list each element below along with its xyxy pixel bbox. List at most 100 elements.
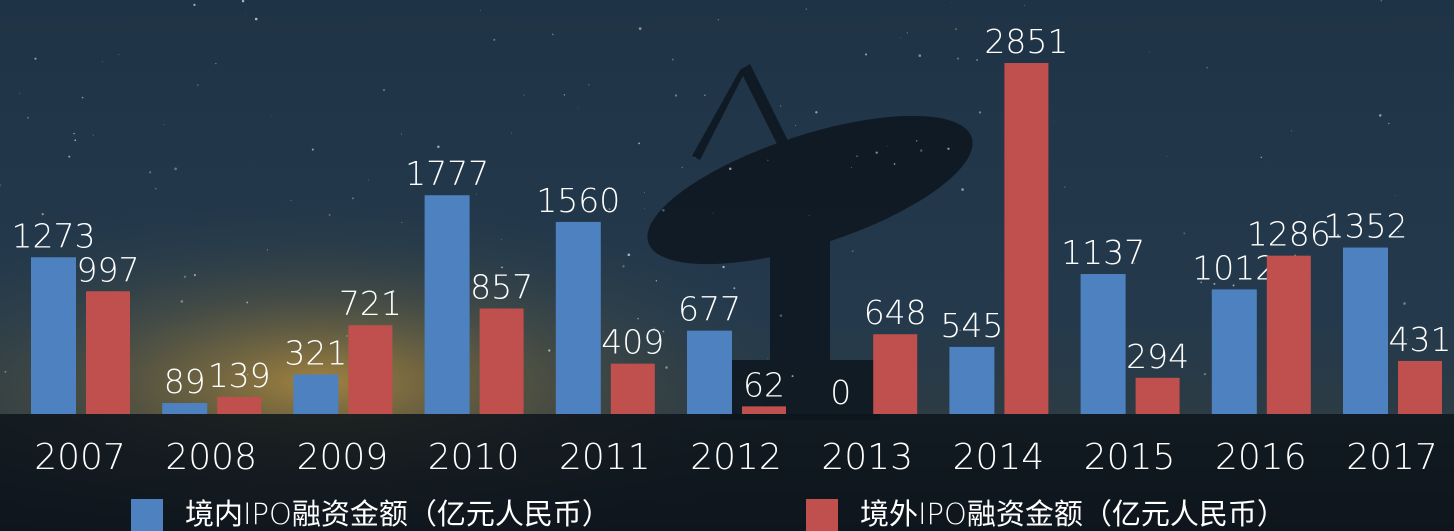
star <box>718 19 719 20</box>
star <box>947 148 949 150</box>
star <box>704 95 705 96</box>
star <box>957 58 959 60</box>
value-label: 677 <box>678 290 741 329</box>
star <box>155 188 157 190</box>
bar <box>348 325 392 414</box>
value-label: 62 <box>743 365 785 404</box>
star <box>271 115 272 116</box>
x-tick-label: 2012 <box>690 437 782 478</box>
star <box>501 239 502 240</box>
value-label: 0 <box>830 373 851 412</box>
star <box>149 171 151 173</box>
star <box>795 125 796 126</box>
value-label: 648 <box>864 293 927 332</box>
star <box>672 59 674 61</box>
x-tick-label: 2007 <box>34 437 126 478</box>
star <box>1206 67 1207 68</box>
x-tick-label: 2014 <box>953 437 1045 478</box>
star <box>82 97 84 99</box>
star <box>852 250 854 252</box>
star <box>1064 186 1065 187</box>
bar <box>1343 248 1388 414</box>
star <box>1054 121 1055 122</box>
star <box>1204 373 1206 375</box>
value-label: 139 <box>208 356 271 395</box>
star <box>480 10 481 11</box>
star <box>1167 156 1168 157</box>
bar <box>1004 63 1048 414</box>
star <box>4 371 6 373</box>
x-tick-label: 2009 <box>297 437 389 478</box>
star <box>246 302 248 304</box>
bar <box>873 334 917 414</box>
star <box>42 213 44 215</box>
star <box>951 3 952 4</box>
star <box>894 163 896 165</box>
bar <box>162 403 207 414</box>
star <box>68 156 70 158</box>
legend-swatch <box>131 499 163 531</box>
star <box>644 192 645 193</box>
star <box>767 160 768 161</box>
star <box>865 53 867 55</box>
bar <box>425 195 470 414</box>
bar <box>742 406 786 414</box>
star <box>639 27 642 30</box>
value-label: 294 <box>1126 337 1189 376</box>
chart: 2007127399720088913920093217212010177785… <box>0 0 1454 531</box>
star <box>662 209 665 212</box>
star <box>809 215 810 216</box>
star <box>1395 195 1396 196</box>
star <box>564 94 565 95</box>
star <box>665 366 668 369</box>
star <box>578 108 579 109</box>
star <box>876 152 878 154</box>
star <box>792 375 794 377</box>
star <box>93 135 94 136</box>
star <box>695 157 696 158</box>
star <box>644 208 645 209</box>
bar <box>217 397 261 414</box>
star <box>1024 5 1025 6</box>
bar <box>31 257 76 414</box>
star <box>979 111 981 113</box>
bar <box>556 222 601 414</box>
star <box>1261 157 1262 158</box>
star <box>197 84 199 86</box>
star <box>493 39 495 41</box>
legend-label: 境内IPO融资金额（亿元人民币） <box>185 497 611 531</box>
value-label: 89 <box>164 362 206 401</box>
star <box>713 213 714 214</box>
star <box>976 59 978 61</box>
star <box>194 274 196 276</box>
star <box>767 358 768 359</box>
star <box>329 214 331 216</box>
bar <box>1136 378 1180 414</box>
star <box>312 148 314 150</box>
star <box>907 32 908 33</box>
legend-swatch <box>806 499 838 531</box>
star <box>815 111 817 113</box>
value-label: 1777 <box>405 154 489 193</box>
value-label: 431 <box>1389 320 1452 359</box>
star <box>919 54 922 57</box>
star <box>1183 233 1185 235</box>
bar <box>86 291 130 414</box>
legend-label: 境外IPO融资金额（亿元人民币） <box>860 497 1286 531</box>
star <box>961 188 964 191</box>
star <box>163 124 164 125</box>
star <box>368 180 369 181</box>
star <box>552 34 554 36</box>
star <box>245 14 246 15</box>
star <box>184 276 186 278</box>
star <box>806 9 807 10</box>
value-label: 1137 <box>1061 233 1145 272</box>
star <box>729 167 732 170</box>
star <box>267 249 268 250</box>
star <box>955 28 957 30</box>
star <box>383 89 385 91</box>
value-label: 1012 <box>1192 248 1276 287</box>
star <box>1388 123 1390 125</box>
star <box>523 95 524 96</box>
star <box>290 200 291 201</box>
